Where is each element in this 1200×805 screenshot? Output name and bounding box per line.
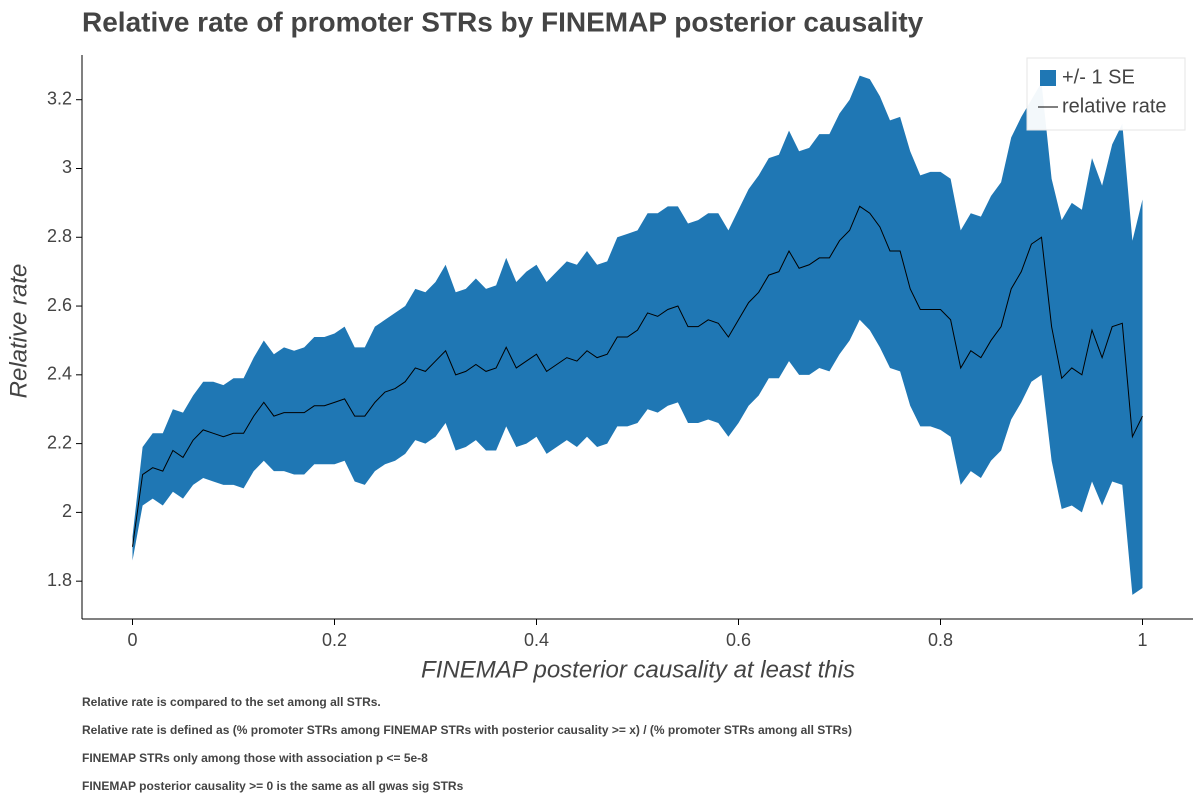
x-tick-label: 0.4	[524, 630, 549, 650]
note: Relative rate is defined as (% promoter …	[82, 723, 852, 737]
x-tick-label: 1	[1137, 630, 1147, 650]
y-tick-label: 3.2	[47, 88, 72, 108]
x-tick-label: 0.6	[726, 630, 751, 650]
y-tick-label: 2.6	[47, 295, 72, 315]
y-tick-label: 2.4	[47, 364, 72, 384]
x-axis-label: FINEMAP posterior causality at least thi…	[421, 656, 855, 683]
y-tick-label: 2.8	[47, 226, 72, 246]
y-tick-label: 2	[62, 501, 72, 521]
note: FINEMAP STRs only among those with assoc…	[82, 751, 428, 765]
legend: +/- 1 SE relative rate	[1026, 57, 1186, 131]
x-tick-label: 0.2	[322, 630, 347, 650]
legend-label: relative rate	[1062, 95, 1167, 117]
note: Relative rate is compared to the set amo…	[82, 695, 381, 709]
note: FINEMAP posterior causality >= 0 is the …	[82, 779, 464, 793]
y-axis-label: Relative rate	[5, 264, 32, 399]
y-tick-label: 2.2	[47, 432, 72, 452]
rate-line	[132, 205, 1143, 547]
plot-area	[132, 75, 1143, 595]
y-tick-label: 1.8	[47, 570, 72, 590]
x-tick-label: 0.8	[928, 630, 953, 650]
legend-label: +/- 1 SE	[1062, 66, 1135, 88]
x-tick-label: 0	[127, 630, 137, 650]
legend-swatch	[1040, 70, 1056, 86]
y-tick-label: 3	[62, 157, 72, 177]
se-band	[132, 75, 1143, 595]
chart-title: Relative rate of promoter STRs by FINEMA…	[82, 6, 924, 37]
